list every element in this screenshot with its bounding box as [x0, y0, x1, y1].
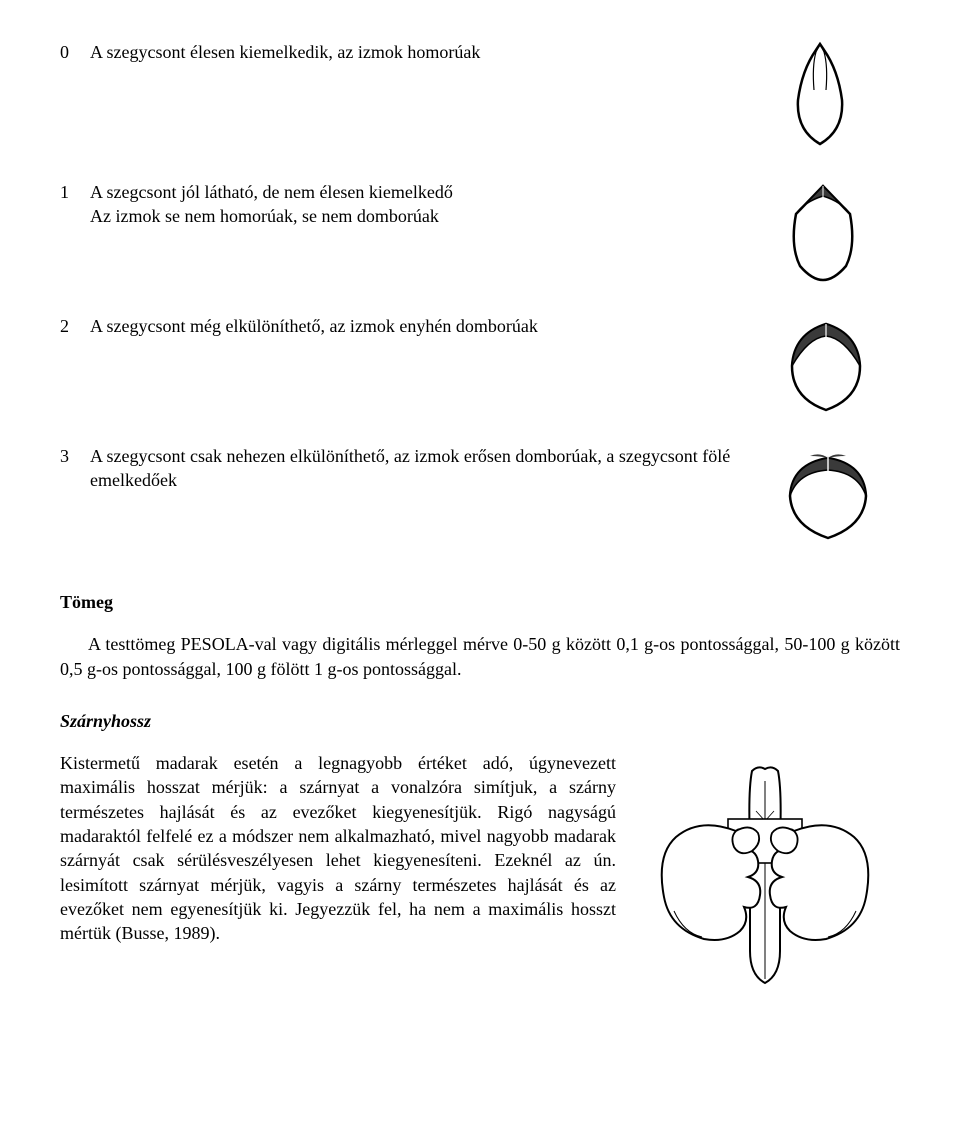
szarnyhossz-block: Kistermetű madarak esetén a legnagyobb é… — [60, 751, 900, 991]
breast-profile-1-icon — [780, 180, 900, 284]
scale-num: 0 — [60, 40, 90, 64]
scale-text: A szegcsont jól látható, de nem élesen k… — [90, 180, 780, 229]
paragraph-tomeg: A testtömeg PESOLA-val vagy digitális mé… — [60, 632, 900, 681]
heading-tomeg: Tömeg — [60, 590, 900, 614]
scale-num: 3 — [60, 444, 90, 468]
scale-item-3: 3 A szegycsont csak nehezen elkülöníthet… — [60, 444, 900, 542]
scale-item-2: 2 A szegycsont még elkülöníthető, az izm… — [60, 314, 900, 414]
scale-text: A szegycsont csak nehezen elkülöníthető,… — [90, 444, 780, 493]
paragraph-szarnyhossz: Kistermetű madarak esetén a legnagyobb é… — [60, 751, 616, 945]
scale-item-1: 1 A szegcsont jól látható, de nem élesen… — [60, 180, 900, 284]
scale-item-0: 0 A szegycsont élesen kiemelkedik, az iz… — [60, 40, 900, 150]
scale-text: A szegycsont élesen kiemelkedik, az izmo… — [90, 40, 780, 64]
scale-text: A szegycsont még elkülöníthető, az izmok… — [90, 314, 780, 338]
breast-profile-3-icon — [780, 444, 900, 542]
wing-measurement-icon — [640, 751, 900, 991]
breast-profile-0-icon — [780, 40, 900, 150]
heading-szarnyhossz: Szárnyhossz — [60, 709, 900, 733]
breast-profile-2-icon — [780, 314, 900, 414]
scale-num: 1 — [60, 180, 90, 204]
scale-num: 2 — [60, 314, 90, 338]
